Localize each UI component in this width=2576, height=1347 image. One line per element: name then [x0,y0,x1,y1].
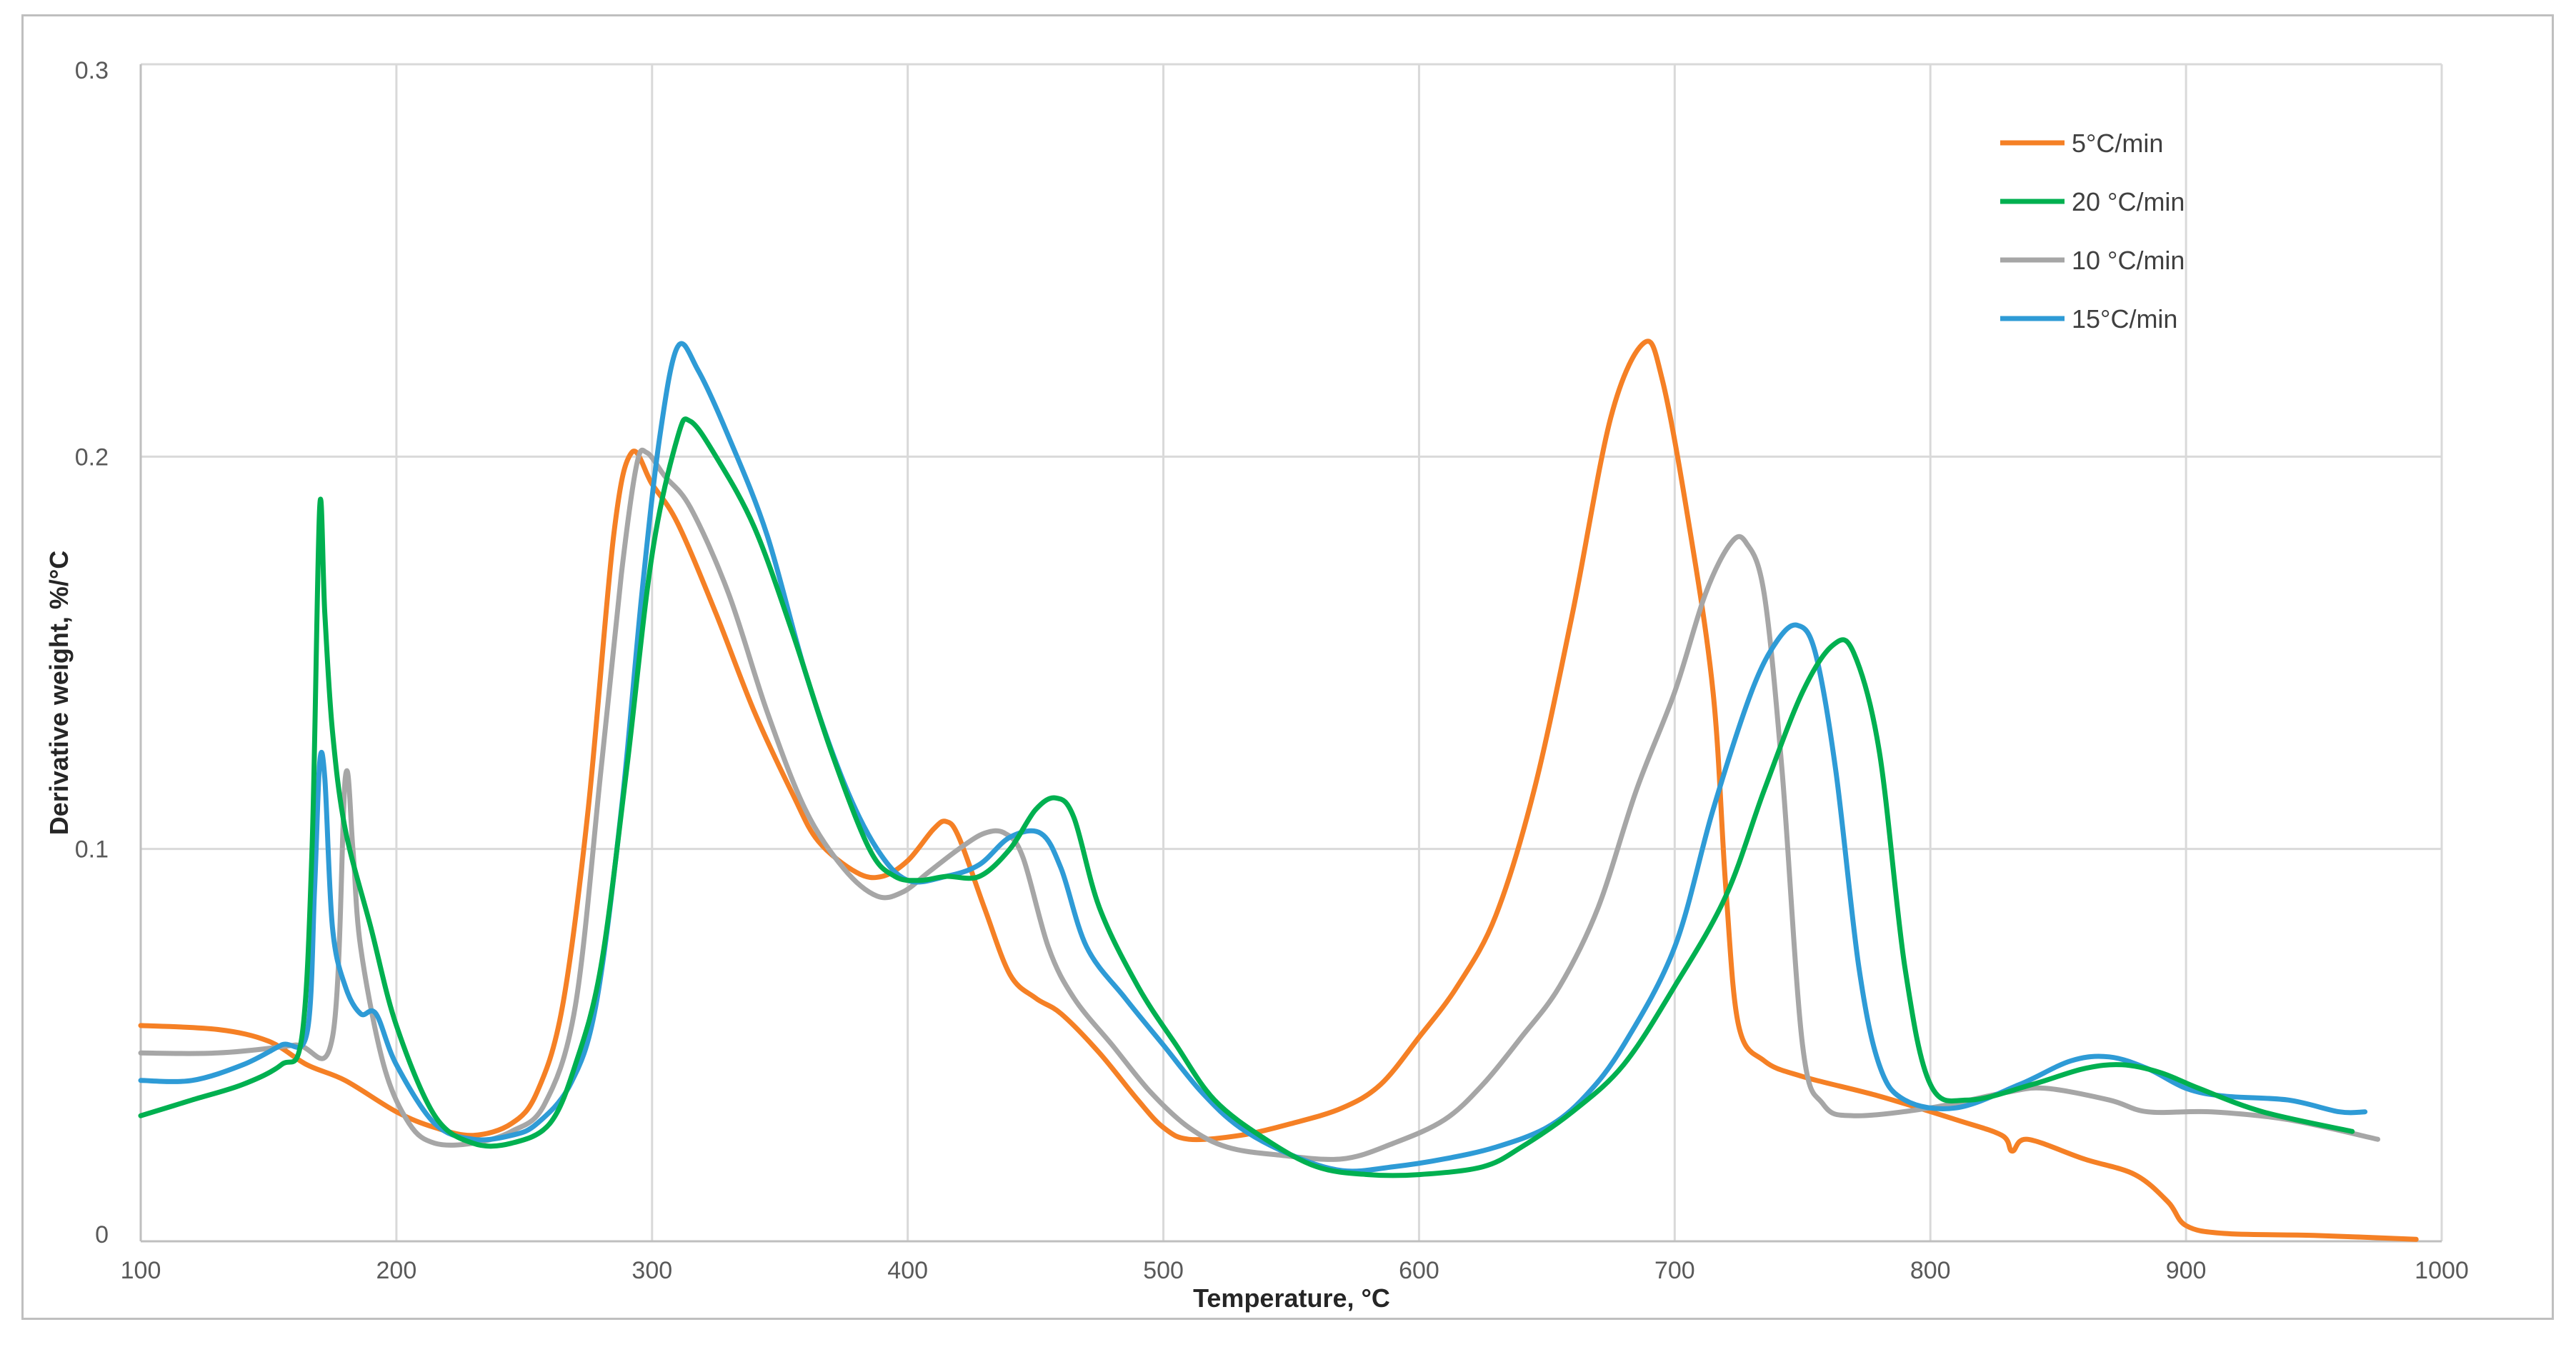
x-tick-label: 800 [1910,1257,1951,1284]
x-tick-label: 900 [2166,1257,2207,1284]
x-tick-label: 200 [376,1257,417,1284]
y-axis-title: Derivative weight, %/°C [44,551,74,836]
x-tick-label: 1000 [2415,1257,2469,1284]
y-tick-label: 0.3 [75,57,109,84]
x-tick-label: 300 [631,1257,672,1284]
y-tick-label: 0 [95,1221,109,1248]
x-tick-label: 500 [1143,1257,1184,1284]
y-tick-label: 0.1 [75,836,109,863]
axes [139,64,2442,1243]
x-tick-label: 700 [1654,1257,1695,1284]
series-line-10-c-min [138,447,2380,1162]
legend-label: 5°C/min [2072,129,2163,158]
tick-labels: 100 200 300 400 500 600 700 800 900 1000 0 0.1 0.2 0.… [75,57,2469,1284]
x-tick-label: 600 [1399,1257,1439,1284]
grid-lines [139,63,2443,1241]
legend-label: 15°C/min [2072,304,2177,334]
legend-label: 20 °C/min [2072,187,2185,216]
series-line-5-c-min [138,339,2419,1242]
x-axis-title: Temperature, °C [1193,1283,1390,1313]
x-tick-label: 400 [887,1257,928,1284]
y-tick-label: 0.2 [75,444,109,471]
legend-label: 10 °C/min [2072,246,2185,275]
series-line-15-c-min [138,341,2368,1174]
legend: 5°C/min 20 °C/min 10 °C/min 15°C/min [2000,129,2185,334]
series-line-20-c-min [138,416,2355,1178]
chart-frame [21,14,2554,1320]
series-lines [138,339,2419,1242]
x-tick-label: 100 [121,1257,161,1284]
